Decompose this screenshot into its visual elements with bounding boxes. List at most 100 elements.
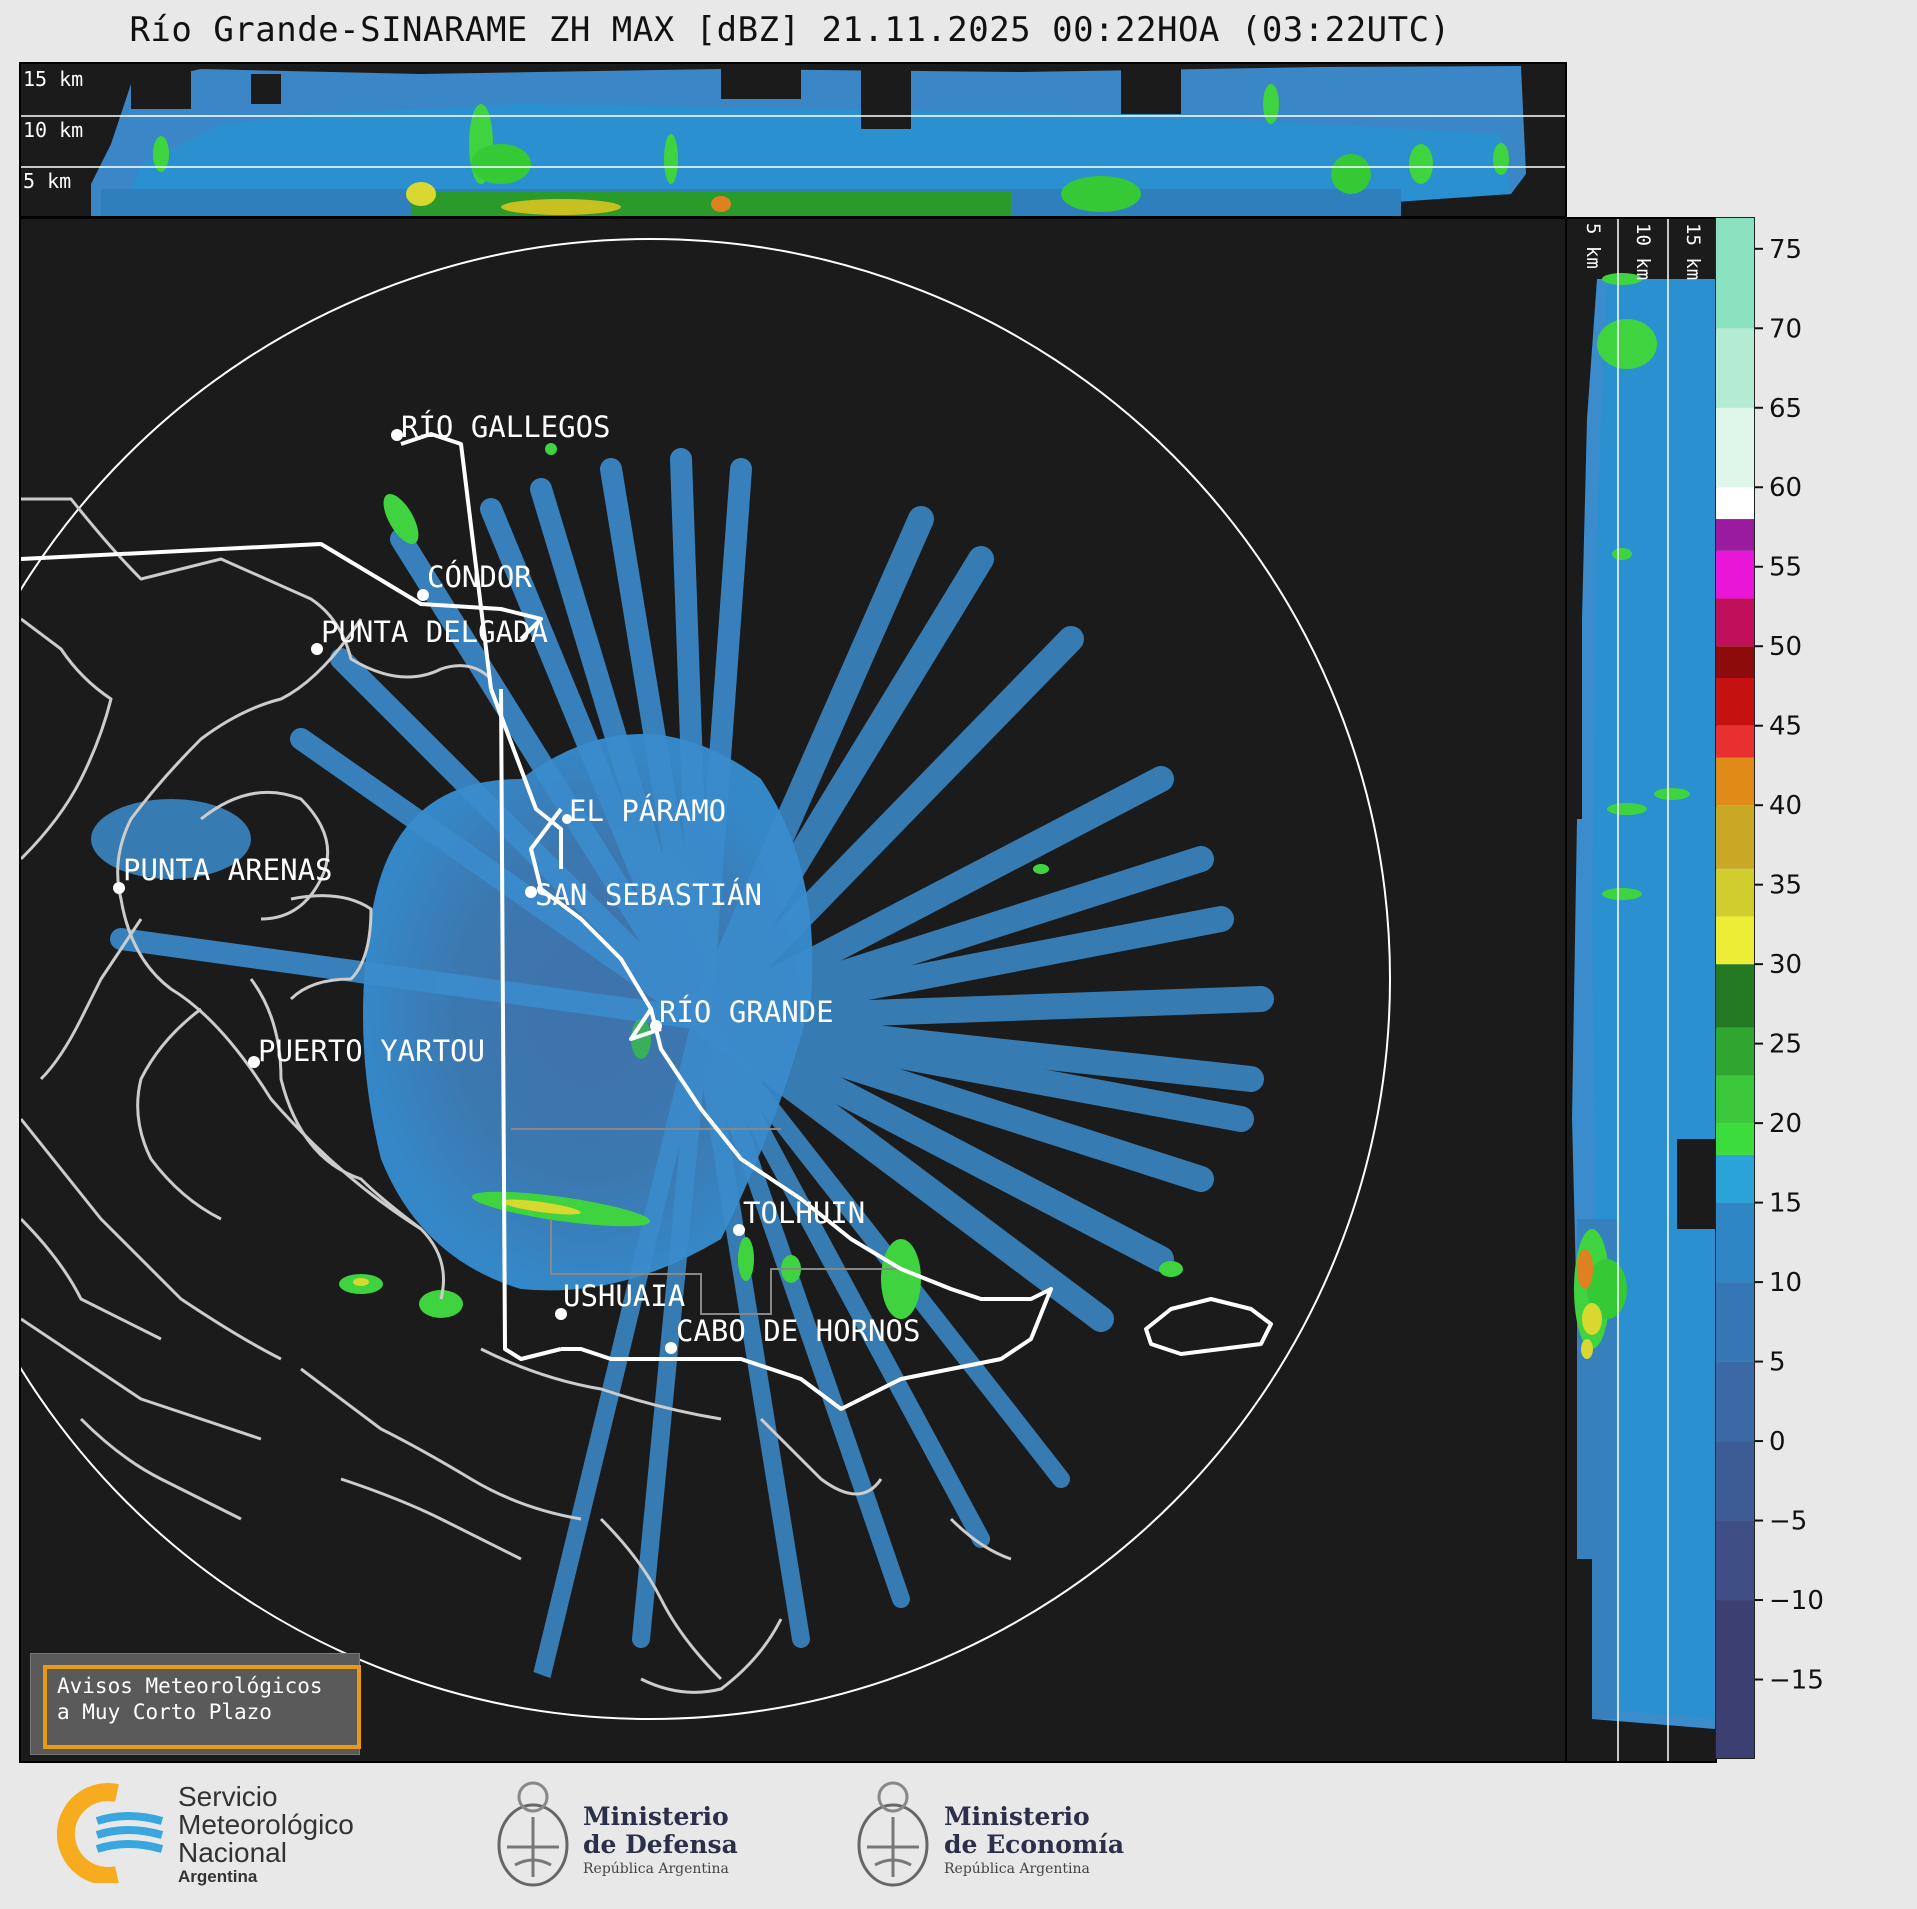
colorbar-band: [1715, 868, 1755, 917]
colorbar-band: [1715, 1123, 1755, 1155]
colorbar-tick-label: 40: [1769, 791, 1802, 821]
place-label-san-sebastian: SAN SEBASTIÁN: [535, 878, 762, 912]
place-dot-san-sebastian: [525, 886, 537, 898]
map-title: Río Grande-SINARAME ZH MAX [dBZ] 21.11.2…: [129, 10, 1451, 50]
smn-logo-icon: [57, 1783, 164, 1883]
colorbar-tick-label: 60: [1769, 473, 1802, 503]
colorbar-band: [1715, 678, 1755, 726]
place-dot-el-paramo: [562, 814, 572, 824]
defensa-logo-text: Ministerio de Defensa: [583, 1803, 738, 1859]
top-cross-section-plot: 15 km 10 km 5 km: [21, 64, 1565, 216]
dbz-colorbar: [1715, 217, 1755, 1759]
economia-line-3: República Argentina: [944, 1861, 1090, 1877]
place-dot-rio-gallegos: [391, 429, 403, 441]
place-label-cabo-de-hornos: CABO DE HORNOS: [676, 1314, 920, 1348]
place-label-condor: CÓNDOR: [427, 560, 532, 594]
colorbar-tick-label: 50: [1769, 632, 1802, 662]
place-dot-rio-grande: [650, 1020, 662, 1032]
defensa-line-2: de Defensa: [583, 1830, 738, 1859]
colorbar-tick-label: 70: [1769, 314, 1802, 344]
place-dot-puerto-yartou: [248, 1056, 260, 1068]
smn-line-1: Servicio: [178, 1781, 278, 1812]
colorbar-band: [1715, 217, 1755, 329]
colorbar-band: [1715, 964, 1755, 1028]
smn-logo-text: Servicio Meteorológico Nacional Argentin…: [178, 1783, 354, 1887]
colorbar-band: [1715, 519, 1755, 551]
footer-logos: Servicio Meteorológico Nacional Argentin…: [0, 1765, 1917, 1909]
colorbar-tick-label: −15: [1769, 1666, 1824, 1696]
defensa-line-1: Ministerio: [583, 1802, 729, 1831]
colorbar-band: [1715, 1441, 1755, 1521]
colorbar-tick-label: 75: [1769, 235, 1802, 265]
place-dot-tolhuin: [733, 1224, 745, 1236]
colorbar-tick-label: 10: [1769, 1268, 1802, 1298]
colorbar-band: [1715, 916, 1755, 965]
dbz-colorbar-ticks: 75 70 65 60 55 50 45 40 35 30 25 20 15 10 5 0 −5 −10 −15: [1755, 217, 1875, 1759]
colorbar-band: [1715, 725, 1755, 758]
place-label-ushuaia: USHUAIA: [563, 1279, 685, 1313]
colorbar-tick-label: 20: [1769, 1109, 1802, 1139]
colorbar-band: [1715, 1154, 1755, 1203]
colorbar-band: [1715, 328, 1755, 408]
colorbar-band: [1715, 1600, 1755, 1759]
place-dot-cabo-de-hornos: [665, 1342, 677, 1354]
colorbar-tick-label: 35: [1769, 871, 1802, 901]
top-height-label-10km: 10 km: [23, 118, 83, 142]
place-label-puerto-yartou: PUERTO YARTOU: [258, 1034, 485, 1068]
economia-line-1: Ministerio: [944, 1802, 1090, 1831]
warning-box-inner: Avisos Meteorológicos a Muy Corto Plazo: [43, 1665, 361, 1749]
colorbar-band: [1715, 487, 1755, 520]
warning-line-2: a Muy Corto Plazo: [57, 1700, 272, 1724]
colorbar-tick-label: 55: [1769, 553, 1802, 583]
colorbar-band: [1715, 1075, 1755, 1124]
warning-box[interactable]: Avisos Meteorológicos a Muy Corto Plazo: [30, 1653, 361, 1755]
place-dot-punta-arenas: [113, 882, 125, 894]
place-dot-ushuaia: [555, 1308, 567, 1320]
colorbar-tick-label: 30: [1769, 950, 1802, 980]
radar-map[interactable]: RÍO GALLEGOS CÓNDOR PUNTA DELGADA PUNTA …: [19, 217, 1567, 1763]
smn-line-3: Nacional: [178, 1837, 287, 1868]
warning-line-1: Avisos Meteorológicos: [57, 1674, 323, 1698]
colorbar-tick-label: 45: [1769, 712, 1802, 742]
place-label-rio-gallegos: RÍO GALLEGOS: [401, 410, 611, 444]
top-height-label-15km: 15 km: [23, 67, 83, 91]
borders: [21, 432, 1273, 1411]
defensa-seal-icon: [497, 1781, 569, 1887]
top-cross-section: 15 km 10 km 5 km: [19, 62, 1567, 218]
right-height-label-5km: 5 km: [1582, 223, 1604, 269]
right-cross-section-plot: 5 km 10 km 15 km: [1567, 219, 1715, 1761]
place-dot-condor: [417, 589, 429, 601]
colorbar-tick-label: 65: [1769, 394, 1802, 424]
place-dot-punta-delgada: [311, 643, 323, 655]
right-cross-section: 5 km 10 km 15 km: [1565, 217, 1717, 1763]
radar-map-plot: RÍO GALLEGOS CÓNDOR PUNTA DELGADA PUNTA …: [21, 219, 1565, 1761]
colorbar-tick-label: −10: [1769, 1586, 1824, 1616]
economia-seal-icon: [857, 1781, 929, 1887]
smn-line-2: Meteorológico: [178, 1809, 354, 1840]
colorbar-band: [1715, 1361, 1755, 1442]
dbz-colorbar-scale: [1715, 217, 1755, 1759]
colorbar-band: [1715, 757, 1755, 806]
place-markers: RÍO GALLEGOS CÓNDOR PUNTA DELGADA PUNTA …: [113, 410, 920, 1354]
colorbar-tick-label: −5: [1769, 1507, 1807, 1537]
defensa-line-3: República Argentina: [583, 1861, 729, 1877]
reflectivity-echoes: [91, 443, 1274, 1688]
colorbar-band: [1715, 805, 1755, 869]
place-label-punta-delgada: PUNTA DELGADA: [321, 615, 548, 649]
smn-line-4: Argentina: [178, 1867, 258, 1886]
colorbar-band: [1715, 1202, 1755, 1283]
economia-logo-text: Ministerio de Economía: [944, 1803, 1124, 1859]
colorbar-band: [1715, 646, 1755, 679]
place-label-punta-arenas: PUNTA ARENAS: [123, 853, 333, 887]
colorbar-band: [1715, 407, 1755, 488]
colorbar-band: [1715, 550, 1755, 599]
colorbar-band: [1715, 1282, 1755, 1362]
colorbar-tick-label: 15: [1769, 1189, 1802, 1219]
colorbar-band: [1715, 1520, 1755, 1601]
right-height-label-10km: 10 km: [1632, 223, 1654, 280]
colorbar-band: [1715, 598, 1755, 647]
colorbar-tick-label: 0: [1769, 1427, 1786, 1457]
top-height-label-5km: 5 km: [23, 169, 71, 193]
colorbar-tick-label: 5: [1769, 1348, 1786, 1378]
place-label-tolhuin: TOLHUIN: [743, 1196, 865, 1230]
